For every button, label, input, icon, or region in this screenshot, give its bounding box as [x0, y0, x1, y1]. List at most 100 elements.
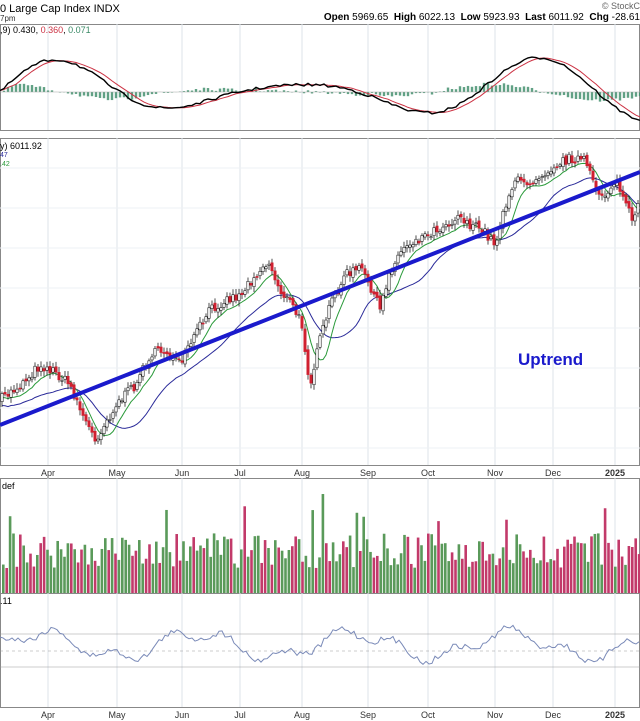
macd-hist-bar — [114, 92, 118, 99]
macd-hist-bar — [450, 89, 454, 92]
candle-body — [441, 226, 445, 233]
volume-bar — [148, 544, 151, 593]
volume-bar — [525, 557, 529, 593]
candle-body — [177, 358, 181, 361]
candle-body — [165, 351, 169, 355]
candle-body — [30, 376, 34, 380]
macd-hist-bar — [350, 92, 354, 95]
candle-body — [99, 433, 103, 440]
chg-value: -28.61 — [611, 12, 640, 23]
candle-body — [321, 325, 325, 335]
candle-body — [468, 218, 472, 230]
candle-body — [249, 282, 253, 286]
volume-bar — [546, 562, 549, 593]
volume-bar — [192, 537, 195, 593]
volume-bar — [243, 506, 246, 593]
volume-bar — [586, 561, 590, 593]
volume-bar — [386, 548, 389, 593]
rsi-label: .11 — [0, 596, 12, 606]
volume-bar — [457, 544, 461, 593]
rsi-line — [0, 624, 640, 665]
volume-bar — [399, 553, 403, 593]
candle-body — [543, 175, 547, 178]
candle-body — [102, 426, 106, 434]
macd-hist-bar — [222, 87, 226, 92]
candle-body — [69, 382, 73, 387]
volume-bar — [25, 562, 29, 593]
macd-hist-bar — [506, 84, 510, 92]
volume-bar — [352, 567, 355, 593]
macd-hist-bar — [478, 86, 482, 92]
candle-body — [312, 368, 316, 386]
volume-bar — [32, 566, 36, 593]
macd-hist-bar — [50, 90, 54, 92]
macd-hist-bar — [582, 92, 586, 100]
macd-hist-bar — [326, 92, 330, 95]
macd-hist-value: 0.071 — [68, 25, 91, 35]
volume-bar — [600, 564, 603, 593]
volume-bar — [5, 567, 8, 593]
macd-hist-bar — [554, 92, 558, 95]
volume-bar — [522, 551, 525, 593]
candle-body — [561, 157, 565, 167]
volume-bar — [637, 554, 640, 593]
candle-body — [420, 235, 424, 242]
volume-bar — [110, 538, 114, 593]
candle-body — [123, 390, 127, 403]
macd-hist-bar — [6, 86, 10, 92]
macd-hist-bar — [194, 89, 198, 92]
macd-hist-bar — [498, 84, 502, 92]
candle-body — [219, 307, 223, 311]
price-panel-frame — [0, 138, 640, 466]
candle-body — [534, 179, 538, 184]
candle-body — [537, 178, 541, 181]
volume-bar — [328, 561, 331, 593]
volume-bar — [362, 516, 365, 593]
macd-hist-bar — [314, 91, 318, 92]
macd-hist-bar — [310, 92, 314, 94]
macd-hist-bar — [234, 90, 238, 92]
chart-date: 7pm — [0, 14, 16, 23]
open-value: 5969.65 — [352, 12, 389, 23]
volume-bar — [294, 536, 297, 593]
x-tick-label-bottom: Dec — [545, 710, 562, 720]
candle-body — [540, 176, 544, 179]
volume-bar — [168, 552, 172, 593]
macd-hist-bar — [286, 91, 290, 92]
volume-bar — [491, 553, 495, 593]
volume-bar — [229, 538, 233, 593]
candle-body — [48, 366, 52, 374]
macd-hist-bar — [126, 92, 130, 100]
volume-bar — [178, 560, 182, 593]
candle-body — [453, 220, 457, 225]
candle-body — [384, 288, 388, 297]
candle-body — [477, 220, 481, 229]
candle-body — [507, 195, 511, 209]
volume-bar — [539, 560, 542, 593]
volume-bar — [427, 533, 430, 593]
macd-hist-bar — [70, 92, 74, 95]
volume-bar — [484, 560, 488, 593]
candle-body — [303, 328, 307, 352]
volume-bar — [304, 555, 308, 593]
price-label: y) 6011.92 — [0, 141, 42, 151]
low-label: Low — [460, 12, 481, 23]
volume-bar — [440, 543, 444, 593]
candle-body — [273, 270, 277, 281]
volume-bar — [617, 539, 620, 593]
volume-bar — [535, 563, 539, 593]
x-tick-label: Nov — [487, 468, 504, 478]
candle-body — [84, 414, 88, 422]
uptrend-annotation: Uptrend — [518, 350, 584, 369]
macd-signal-value: 0.360 — [40, 25, 64, 35]
macd-hist-bar — [430, 92, 434, 95]
volume-bar — [342, 541, 345, 593]
candle-body — [549, 171, 553, 175]
candle-body — [351, 267, 355, 278]
volume-bar — [53, 567, 56, 593]
candle-body — [573, 161, 577, 164]
volume-bar — [107, 550, 110, 593]
candle-body — [396, 254, 400, 264]
candle-body — [39, 366, 43, 372]
macd-hist-bar — [414, 92, 418, 94]
